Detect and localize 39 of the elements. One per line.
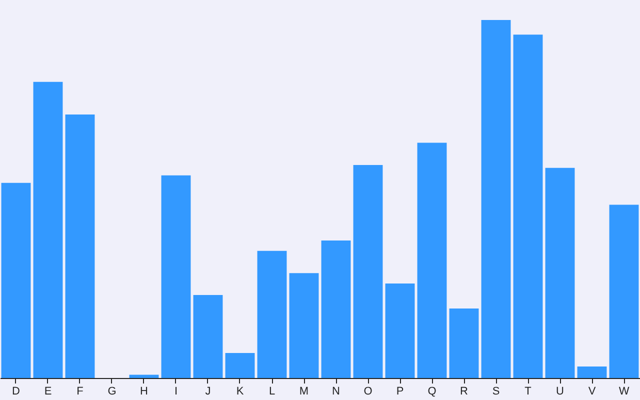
bar: [193, 294, 223, 378]
x-tick-label: L: [268, 386, 276, 398]
bar: [161, 175, 191, 378]
x-tick-label: N: [332, 386, 340, 398]
bar: [129, 374, 159, 378]
bar: [609, 204, 639, 378]
bar: [545, 168, 575, 378]
bar: [481, 20, 511, 378]
bar: [577, 366, 607, 378]
bar: [513, 34, 543, 378]
bar: [1, 182, 31, 378]
bar: [289, 273, 319, 378]
x-tick-label: S: [492, 386, 500, 398]
bar: [65, 114, 95, 378]
x-tick-label: I: [174, 386, 178, 398]
x-tick-label: G: [108, 386, 116, 398]
x-tick-label: U: [556, 386, 564, 398]
x-tick-label: P: [396, 386, 404, 398]
x-tick-label: J: [205, 386, 211, 398]
x-tick-label: V: [588, 386, 596, 398]
x-tick-label: D: [12, 386, 20, 398]
x-tick-label: W: [618, 386, 630, 398]
x-tick-label: T: [524, 386, 532, 398]
bar: [257, 250, 287, 378]
bar: [417, 142, 447, 378]
bar: [225, 352, 255, 378]
x-tick-label: K: [236, 386, 244, 398]
x-tick-label: E: [44, 386, 52, 398]
bar: [33, 82, 63, 378]
x-tick-label: Q: [428, 386, 437, 398]
bar: [353, 164, 383, 378]
bar: [385, 283, 415, 378]
x-tick-label: R: [460, 386, 468, 398]
x-tick-label: O: [364, 386, 373, 398]
bar: [321, 240, 351, 378]
x-tick-label: M: [299, 386, 309, 398]
bar: [449, 308, 479, 378]
x-tick-label: F: [76, 386, 84, 398]
x-tick-label: H: [140, 386, 148, 398]
